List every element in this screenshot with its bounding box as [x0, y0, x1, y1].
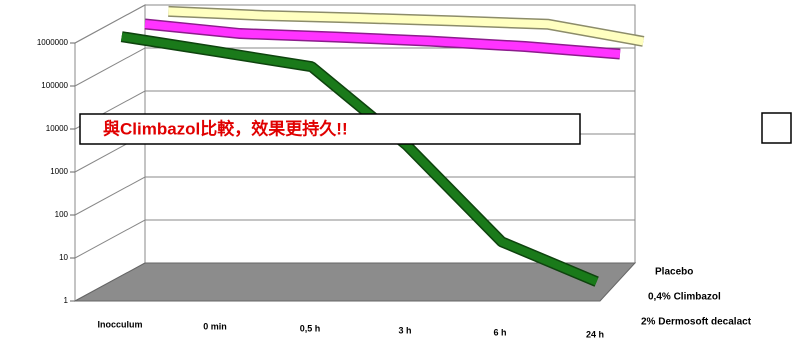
y-tick-label: 10000	[46, 124, 69, 133]
legend-label: 2% Dermosoft decalact	[641, 317, 752, 328]
legend-label: 0,4% Climbazol	[648, 292, 721, 303]
x-tick-label: 24 h	[586, 329, 604, 339]
y-tick-label: 100	[55, 210, 69, 219]
annotation: 與Climbazol比較，效果更持久!!	[103, 118, 348, 138]
series-line	[144, 20, 621, 59]
legend-label: Placebo	[655, 267, 693, 278]
series-line	[168, 7, 645, 46]
floor	[74, 262, 637, 302]
x-tick-label: 6 h	[493, 327, 506, 337]
y-tick-label: 1000	[50, 167, 68, 176]
y-tick-label: 1	[64, 296, 69, 305]
y-tick-label: 10	[59, 253, 68, 262]
annotation-box	[79, 113, 581, 145]
x-tick-label: 0 min	[203, 321, 227, 331]
x-tick-label: 3 h	[398, 325, 411, 335]
series-line	[121, 32, 599, 286]
x-tick-label: Inocculum	[97, 319, 142, 329]
grid-line	[74, 4, 635, 44]
y-tick-label: 100000	[41, 81, 68, 90]
x-tick-label: 0,5 h	[300, 323, 321, 333]
grid-line	[74, 176, 635, 216]
y-tick-label: 1000000	[37, 38, 69, 47]
side-box	[761, 112, 792, 144]
grid-line	[74, 219, 635, 259]
